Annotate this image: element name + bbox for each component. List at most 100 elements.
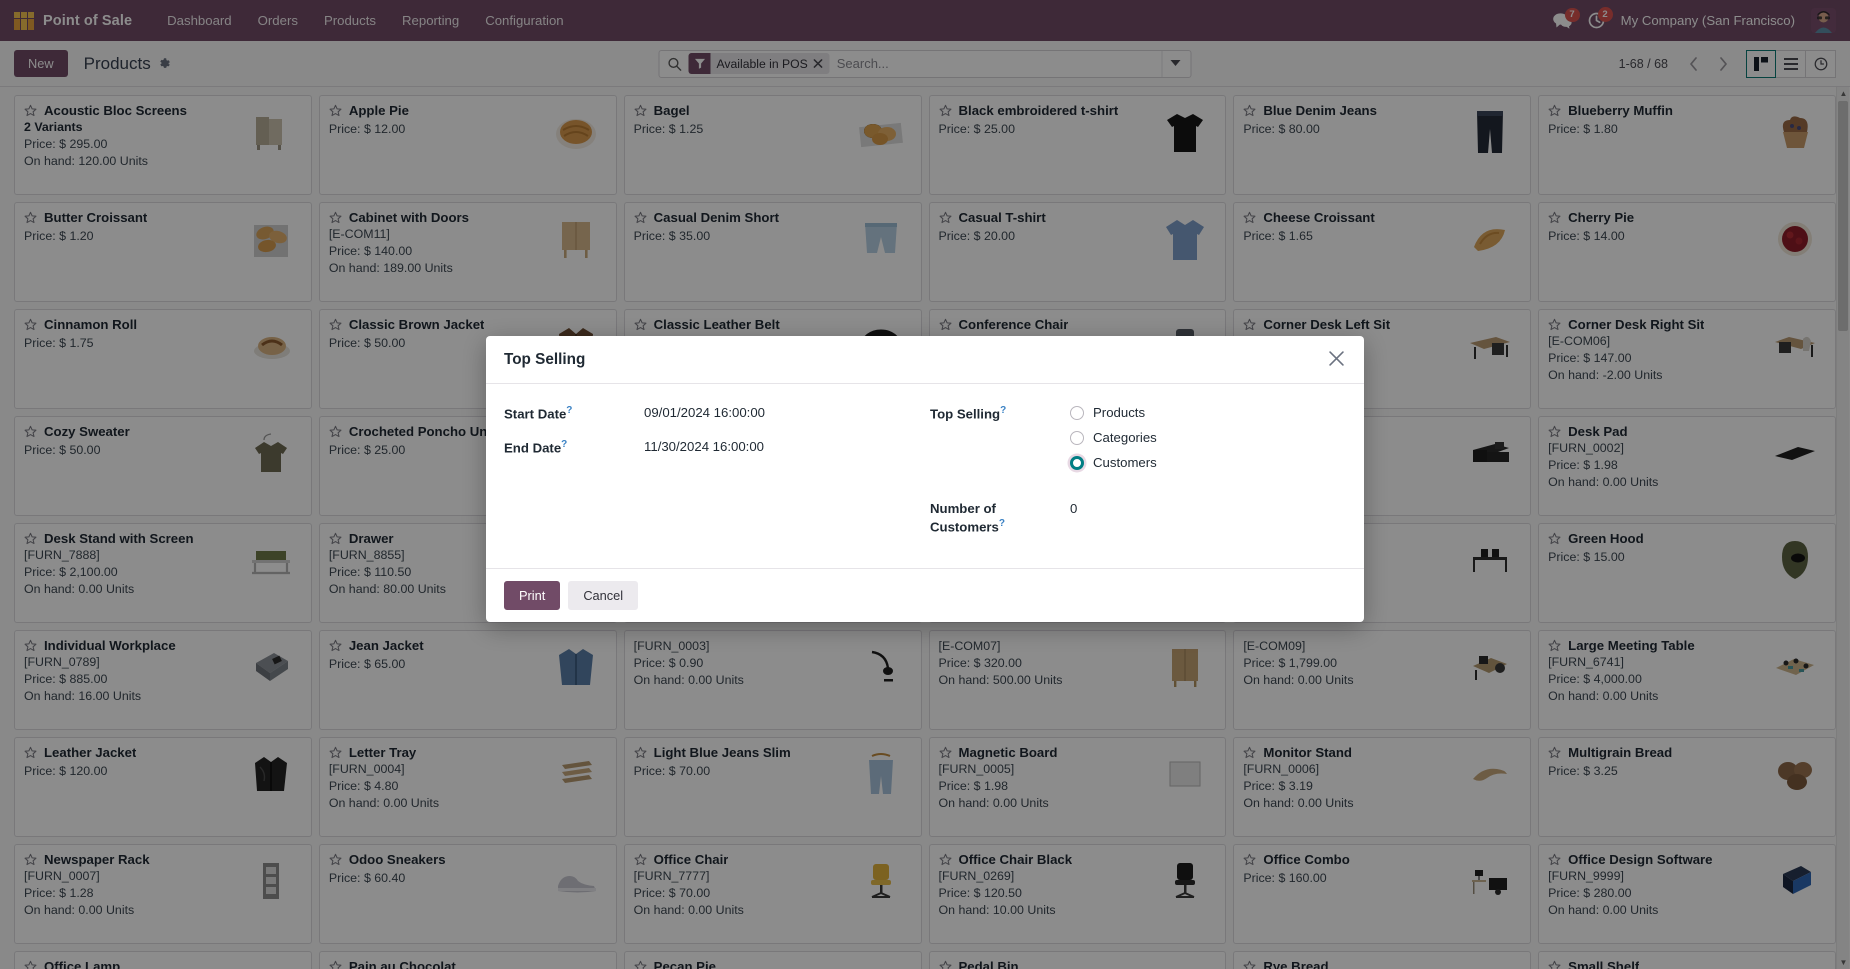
menu-item-reporting[interactable]: Reporting — [402, 13, 460, 28]
gear-icon[interactable] — [158, 57, 171, 70]
star-outline-icon[interactable] — [1548, 104, 1561, 117]
star-outline-icon[interactable] — [1243, 318, 1256, 331]
search-bar[interactable]: Available in POS — [658, 49, 1192, 78]
star-outline-icon[interactable] — [634, 960, 647, 969]
product-card[interactable]: Casual T-shirt Price: $ 20.00 — [928, 202, 1227, 302]
number-of-customers-value[interactable]: 0 — [1070, 501, 1078, 516]
product-card[interactable]: Cabinet with Doors [E-COM11] Price: $ 140.… — [318, 202, 617, 302]
product-card[interactable]: Blueberry Muffin Price: $ 1.80 — [1538, 95, 1836, 195]
product-card[interactable]: Cinnamon Roll Price: $ 1.75 — [14, 309, 312, 409]
star-outline-icon[interactable] — [1243, 853, 1256, 866]
kanban-icon[interactable] — [1746, 49, 1776, 78]
product-card[interactable]: Cherry Pie Price: $ 14.00 — [1538, 202, 1836, 302]
product-card[interactable]: Letter Tray [FURN_0004] Price: $ 4.80 On ha… — [318, 737, 617, 837]
star-outline-icon[interactable] — [329, 960, 342, 969]
star-outline-icon[interactable] — [329, 532, 342, 545]
clock-icon[interactable] — [1806, 49, 1836, 78]
star-outline-icon[interactable] — [24, 960, 37, 969]
product-card[interactable]: Light Blue Jeans Slim Price: $ 70.00 — [623, 737, 922, 837]
radio-option-customers[interactable]: Customers — [1070, 455, 1157, 470]
product-card[interactable]: Apple Pie Price: $ 12.00 — [318, 95, 617, 195]
star-outline-icon[interactable] — [939, 318, 952, 331]
radio-option-products[interactable]: Products — [1070, 405, 1157, 420]
product-card[interactable]: Office Combo Price: $ 160.00 — [1233, 844, 1532, 944]
product-card[interactable]: Desk Pad [FURN_0002] Price: $ 1.98 On hand:… — [1538, 416, 1836, 516]
star-outline-icon[interactable] — [329, 425, 342, 438]
search-input[interactable] — [836, 56, 1162, 71]
menu-item-products[interactable]: Products — [323, 13, 376, 28]
search-facet-available-in-pos[interactable]: Available in POS — [688, 53, 830, 74]
star-outline-icon[interactable] — [939, 853, 952, 866]
product-card[interactable]: Bagel Price: $ 1.25 — [623, 95, 922, 195]
scroll-up-icon[interactable]: ▲ — [1839, 89, 1848, 98]
star-outline-icon[interactable] — [634, 746, 647, 759]
star-outline-icon[interactable] — [1243, 960, 1256, 969]
cancel-button[interactable]: Cancel — [568, 581, 639, 611]
chevron-down-icon[interactable] — [1161, 50, 1188, 77]
star-outline-icon[interactable] — [1548, 425, 1561, 438]
star-outline-icon[interactable] — [1548, 639, 1561, 652]
radio-option-categories[interactable]: Categories — [1070, 430, 1157, 445]
scroll-down-icon[interactable]: ▼ — [1839, 958, 1848, 967]
product-card[interactable]: Multigrain Bread Price: $ 3.25 — [1538, 737, 1836, 837]
company-switcher[interactable]: My Company (San Francisco) — [1620, 13, 1795, 28]
star-outline-icon[interactable] — [939, 211, 952, 224]
product-card[interactable]: [FURN_0003] Price: $ 0.90 On hand: 0.00 Un… — [623, 630, 922, 730]
product-card[interactable]: Monitor Stand [FURN_0006] Price: $ 3.19 On … — [1233, 737, 1532, 837]
help-tooltip-icon[interactable]: ? — [998, 517, 1005, 529]
product-card[interactable]: Jean Jacket Price: $ 65.00 — [318, 630, 617, 730]
product-card[interactable]: Desk Stand with Screen [FURN_7888] Price: … — [14, 523, 312, 623]
new-button[interactable]: New — [14, 50, 68, 77]
scrollbar-thumb[interactable] — [1838, 101, 1848, 331]
menu-item-dashboard[interactable]: Dashboard — [167, 13, 232, 28]
vertical-scrollbar[interactable]: ▲ ▼ — [1836, 87, 1849, 969]
end-date-value[interactable]: 11/30/2024 16:00:00 — [644, 438, 765, 454]
product-card[interactable]: Butter Croissant Price: $ 1.20 — [14, 202, 312, 302]
product-card[interactable]: Leather Jacket Price: $ 120.00 — [14, 737, 312, 837]
product-card[interactable]: Office Chair Black [FURN_0269] Price: $ 12… — [928, 844, 1227, 944]
close-x-icon[interactable] — [813, 59, 830, 68]
help-tooltip-icon[interactable]: ? — [1000, 405, 1007, 416]
star-outline-icon[interactable] — [24, 746, 37, 759]
product-card[interactable]: Black embroidered t-shirt Price: $ 25.00 — [928, 95, 1227, 195]
star-outline-icon[interactable] — [1548, 960, 1561, 969]
star-outline-icon[interactable] — [634, 318, 647, 331]
product-card[interactable]: Newspaper Rack [FURN_0007] Price: $ 1.28 On… — [14, 844, 312, 944]
star-outline-icon[interactable] — [634, 104, 647, 117]
star-outline-icon[interactable] — [939, 746, 952, 759]
messages-button[interactable]: 7 — [1552, 7, 1580, 29]
star-outline-icon[interactable] — [939, 104, 952, 117]
close-x-icon[interactable] — [1327, 350, 1346, 370]
product-card[interactable]: Large Meeting Table [FURN_6741] Price: $ 4… — [1538, 630, 1836, 730]
star-outline-icon[interactable] — [939, 960, 952, 969]
star-outline-icon[interactable] — [329, 639, 342, 652]
star-outline-icon[interactable] — [1548, 853, 1561, 866]
product-card[interactable]: Small Shelf[FURN_0008]Price: $ 2.83 — [1538, 951, 1836, 969]
star-outline-icon[interactable] — [1243, 104, 1256, 117]
product-card[interactable]: Green Hood Price: $ 15.00 — [1538, 523, 1836, 623]
start-date-value[interactable]: 09/01/2024 16:00:00 — [644, 405, 765, 420]
list-icon[interactable] — [1776, 49, 1806, 78]
menu-item-configuration[interactable]: Configuration — [485, 13, 564, 28]
star-outline-icon[interactable] — [24, 532, 37, 545]
star-outline-icon[interactable] — [24, 211, 37, 224]
user-avatar-icon[interactable] — [1811, 8, 1836, 33]
product-card[interactable]: Corner Desk Right Sit [E-COM06] Price: $ 1… — [1538, 309, 1836, 409]
star-outline-icon[interactable] — [1548, 746, 1561, 759]
product-card[interactable]: [E-COM07] Price: $ 320.00 On hand: 500.00 … — [928, 630, 1227, 730]
star-outline-icon[interactable] — [329, 318, 342, 331]
product-card[interactable]: Cheese Croissant Price: $ 1.65 — [1233, 202, 1532, 302]
chevron-right-icon[interactable] — [1710, 51, 1736, 77]
chevron-left-icon[interactable] — [1680, 51, 1706, 77]
star-outline-icon[interactable] — [1548, 532, 1561, 545]
star-outline-icon[interactable] — [1243, 211, 1256, 224]
product-card[interactable]: Office Lamp[FURN_8888]Price: $ 40.00 — [14, 951, 312, 969]
product-card[interactable]: Pedal Bin[E-COM10]Price: $ 47.00 — [928, 951, 1227, 969]
product-card[interactable]: Cozy Sweater Price: $ 50.00 — [14, 416, 312, 516]
product-card[interactable]: Acoustic Bloc Screens 2 Variants Price: $ … — [14, 95, 312, 195]
activities-button[interactable]: 2 — [1588, 7, 1613, 29]
star-outline-icon[interactable] — [329, 853, 342, 866]
app-brand[interactable]: Point of Sale — [14, 11, 132, 30]
